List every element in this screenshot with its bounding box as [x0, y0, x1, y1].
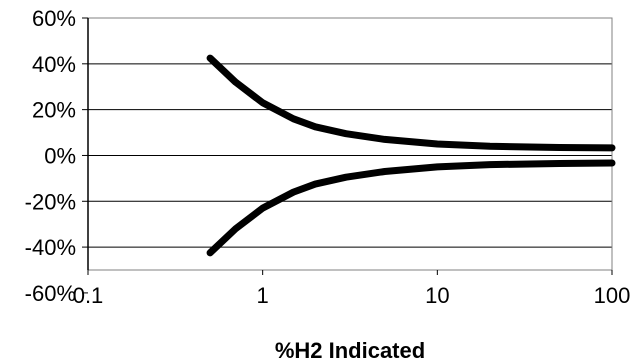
- x-tick-label-0: 0.1: [73, 283, 104, 308]
- y-tick-label-2: 20%: [32, 98, 76, 123]
- x-tick-label-2: 10: [425, 283, 449, 308]
- data-series: [206, 54, 616, 257]
- series-line-0: [206, 54, 616, 152]
- x-axis-title: %H2 Indicated: [275, 338, 425, 363]
- axis-tick-marks: [82, 17, 613, 294]
- axis-tick-labels: 60% 40% 20% 0% -20% -40% -60%0.1 1 10 100: [25, 6, 631, 308]
- series-line-1: [206, 159, 616, 257]
- y-tick-label-1: 40%: [32, 52, 76, 77]
- y-tick-label-3: 0%: [44, 143, 76, 168]
- y-tick-label-6: -60%: [25, 281, 76, 306]
- x-tick-label-1: 1: [257, 283, 269, 308]
- y-tick-label-4: -20%: [25, 189, 76, 214]
- y-tick-label-0: 60%: [32, 6, 76, 31]
- y-tick-label-5: -40%: [25, 235, 76, 260]
- x-tick-label-3: 100: [594, 283, 631, 308]
